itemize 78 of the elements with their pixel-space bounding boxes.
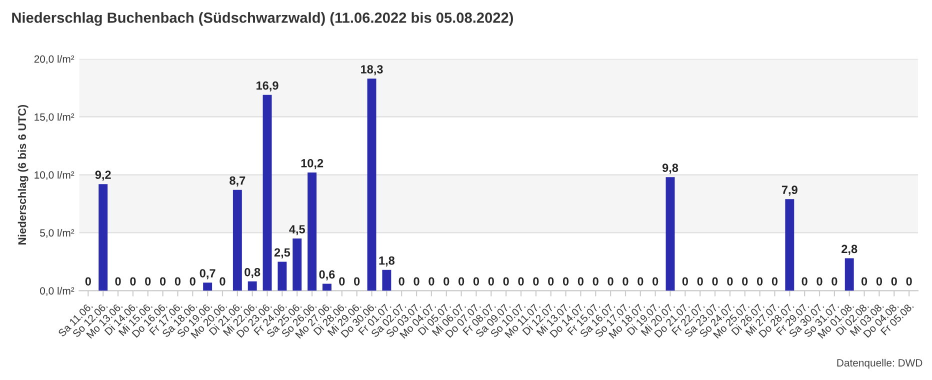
data-label: 2,5	[274, 248, 290, 258]
bar	[666, 177, 675, 291]
bar	[98, 184, 108, 291]
data-label: 2,8	[842, 244, 858, 255]
data-label: 8,7	[230, 176, 246, 186]
data-label: 0	[160, 277, 166, 286]
data-label: 0	[174, 277, 181, 286]
data-label: 1,8	[379, 256, 395, 266]
data-label: 16,9	[256, 81, 278, 92]
y-tick-label: 10,0 l/m²	[34, 171, 74, 180]
bar	[203, 282, 212, 291]
data-label: 0	[772, 277, 778, 286]
data-label: 9,2	[95, 170, 111, 181]
data-label: 0	[548, 277, 554, 286]
y-tick-label: 0,0 l/m²	[40, 286, 74, 296]
data-label: 0	[816, 277, 822, 286]
bar	[232, 190, 242, 291]
data-label: 0	[891, 277, 897, 286]
bar	[248, 281, 257, 291]
bar	[292, 238, 302, 291]
data-label: 7,9	[782, 186, 798, 196]
data-label: 0	[682, 277, 688, 286]
data-label: 0	[652, 277, 658, 286]
data-label: 10,2	[301, 159, 324, 170]
bar	[322, 284, 332, 291]
data-label: 0	[592, 277, 598, 286]
bar	[844, 258, 854, 291]
data-label: 0	[130, 277, 136, 286]
data-label: 0	[503, 277, 509, 286]
data-label: 0	[712, 277, 718, 286]
data-label: 0	[398, 277, 404, 286]
y-tick-label: 5,0 l/m²	[40, 228, 74, 238]
data-label: 0	[578, 277, 584, 286]
bar	[278, 262, 287, 291]
data-label: 0	[354, 277, 360, 286]
data-label: 0	[190, 277, 196, 286]
data-label: 0	[533, 277, 539, 286]
data-label: 0	[876, 277, 882, 286]
data-label: 0	[727, 277, 733, 286]
data-label: 9,8	[662, 164, 678, 174]
data-label: 0	[444, 277, 450, 286]
bar	[367, 78, 376, 291]
data-label: 0	[608, 277, 614, 286]
data-label: 0,8	[244, 268, 260, 278]
bar	[785, 199, 794, 291]
data-label: 0	[458, 277, 464, 286]
data-label: 0	[861, 277, 868, 286]
data-label: 0	[414, 277, 420, 286]
data-label: 0	[756, 277, 763, 286]
data-label: 0,7	[200, 269, 216, 280]
data-label: 0	[906, 277, 912, 286]
data-label: 18,3	[361, 65, 383, 76]
data-label: 0,6	[319, 270, 335, 280]
data-label: 0	[428, 277, 434, 286]
data-label: 0	[473, 277, 480, 286]
y-tick-label: 20,0 l/m²	[34, 55, 74, 64]
data-label: 0	[697, 277, 703, 286]
data-label: 0	[145, 277, 151, 286]
data-label: 0	[742, 277, 748, 286]
bar	[262, 94, 272, 291]
data-label: 0	[518, 277, 524, 286]
y-axis-title: Niederschlag (6 bis 6 UTC)	[18, 104, 28, 244]
data-label: 0	[832, 277, 838, 286]
data-label: 0	[220, 277, 226, 286]
data-label: 0	[562, 277, 569, 286]
data-label: 0	[115, 277, 121, 286]
data-label: 4,5	[289, 225, 306, 236]
data-label: 0	[339, 277, 345, 286]
y-tick-label: 15,0 l/m²	[34, 113, 74, 122]
bar	[308, 172, 317, 291]
data-label: 0	[802, 277, 808, 286]
data-label: 0	[488, 277, 494, 286]
data-label: 0	[622, 277, 628, 286]
bar	[382, 270, 392, 291]
data-label: 0	[638, 277, 644, 286]
data-label: 0	[85, 277, 91, 286]
text: Datenquelle: DWD	[837, 358, 922, 369]
chart-title: Niederschlag Buchenbach (Südschwarzwald) (11.06.2022 bis 05.08.2022)	[12, 12, 513, 26]
